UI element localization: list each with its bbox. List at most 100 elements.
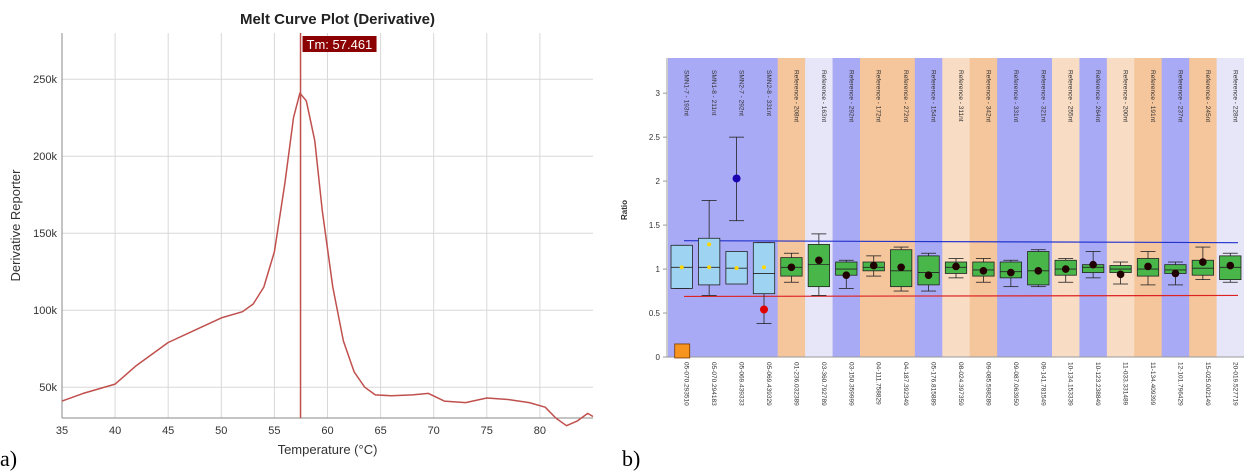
y-tick-label: 2 (656, 177, 661, 186)
box (698, 237, 721, 286)
melt-curve-line (61, 92, 594, 427)
mean-point (897, 263, 905, 272)
panel-label-a: a) (0, 446, 18, 471)
category-label: SMN1-7 - 193nt (683, 70, 690, 116)
y-tick-label: 1 (656, 265, 661, 274)
column-background (914, 58, 943, 357)
y-tick-label: 50k (39, 382, 57, 394)
sample-label: 09-141.781549 (1039, 362, 1046, 406)
column-background (942, 58, 971, 357)
mean-point (1007, 268, 1015, 277)
column-background (832, 58, 861, 357)
sample-label: 03-150.359999 (847, 362, 854, 406)
column-background (1052, 58, 1080, 357)
column-background (997, 58, 1026, 357)
column-background (777, 58, 806, 357)
column-background (1106, 58, 1135, 357)
x-tick-label: 65 (374, 425, 386, 437)
category-label: Reference - 154nt (930, 70, 937, 122)
column-background (1134, 58, 1163, 357)
column-background (1189, 58, 1218, 357)
mean-point (1171, 269, 1180, 278)
x-tick-label: 50 (215, 425, 227, 437)
category-label: Reference - 208nt (792, 70, 799, 122)
tm-label: Tm: 57.461 (307, 37, 373, 52)
sample-label: 05-070.293510 (683, 362, 690, 406)
sample-label: 11-033.331489 (1122, 362, 1129, 406)
x-tick-label: 55 (268, 425, 280, 437)
y-tick-label: 200k (33, 151, 57, 163)
y-tick-label: 3 (656, 89, 661, 98)
category-label: Reference - 255nt (1067, 70, 1074, 122)
sample-label: 03-360.792789 (820, 362, 827, 406)
category-label: Reference - 264nt (1094, 70, 1101, 122)
y-axis-label: Derivative Reporter (8, 169, 23, 282)
highlight-point (732, 174, 741, 183)
category-label: Reference - 163nt (820, 70, 827, 122)
column-background (1161, 58, 1190, 357)
sample-label: 05-069.439333 (738, 362, 745, 406)
y-axis-label: Ratio (620, 200, 629, 220)
category-label: Reference - 321nt (1039, 70, 1046, 122)
mean-point (1089, 260, 1097, 269)
category-label: SMN1-8 - 211nt (710, 70, 717, 116)
sample-label: 04-187.392349 (902, 362, 909, 406)
mean-point (952, 262, 960, 271)
category-label: Reference - 292nt (847, 70, 854, 122)
category-label: Reference - 237nt (1176, 70, 1183, 122)
sample-label: 08-024.397359 (957, 362, 964, 406)
column-background (805, 58, 834, 357)
mean-point (869, 261, 878, 270)
y-tick-label: 2.5 (649, 133, 661, 142)
sample-label: 15-025.002149 (1204, 362, 1211, 406)
column-background (860, 58, 888, 357)
category-label: SMN2-7 - 292nt (738, 70, 745, 116)
mean-point (734, 266, 739, 271)
category-label: Reference - 245nt (1204, 70, 1211, 122)
mean-point (1144, 262, 1152, 271)
category-label: Reference - 172nt (875, 70, 882, 122)
x-tick-label: 60 (321, 425, 333, 437)
mean-point (1034, 267, 1043, 275)
mean-point (924, 271, 933, 280)
mean-point (979, 267, 988, 275)
sample-label: 20-019.527719 (1231, 362, 1238, 406)
sample-label: 01-236.032389 (792, 362, 799, 406)
highlight-point (760, 305, 768, 314)
sample-label: 10-134.153339 (1067, 362, 1074, 406)
x-axis-label: Temperature (°C) (278, 442, 378, 457)
x-tick-label: 40 (109, 425, 121, 437)
mean-point (815, 256, 823, 265)
column-background (969, 58, 998, 357)
column-background (887, 58, 916, 357)
category-label: SMN2-8 - 331nt (765, 70, 772, 116)
mean-point (1199, 258, 1207, 266)
category-label: Reference - 342nt (984, 70, 991, 122)
x-tick-label: 80 (534, 425, 546, 437)
mean-point (679, 265, 684, 270)
box (917, 255, 940, 286)
category-label: Reference - 228nt (1231, 70, 1238, 122)
category-label: Reference - 191nt (1149, 70, 1156, 122)
sample-label: 05-070.294183 (710, 362, 717, 406)
column-background (1079, 58, 1108, 357)
y-tick-label: 1.5 (649, 221, 661, 230)
mean-point (762, 265, 766, 270)
mean-point (1226, 261, 1235, 270)
category-label: Reference - 331nt (1012, 70, 1019, 122)
mean-point (707, 265, 712, 270)
y-tick-label: 150k (33, 228, 57, 240)
sample-label: 04-111.758829 (875, 362, 882, 405)
column-background (668, 58, 696, 357)
highlight-point (707, 242, 712, 247)
box (807, 244, 830, 288)
ratio-indicator (674, 343, 691, 359)
category-label: Reference - 272nt (902, 70, 909, 122)
sample-label: 12-101.796429 (1176, 362, 1183, 406)
mean-point (1116, 270, 1125, 279)
y-tick-label: 250k (33, 74, 57, 86)
sample-label: 10-123.238849 (1094, 362, 1101, 406)
column-background (1216, 58, 1244, 357)
